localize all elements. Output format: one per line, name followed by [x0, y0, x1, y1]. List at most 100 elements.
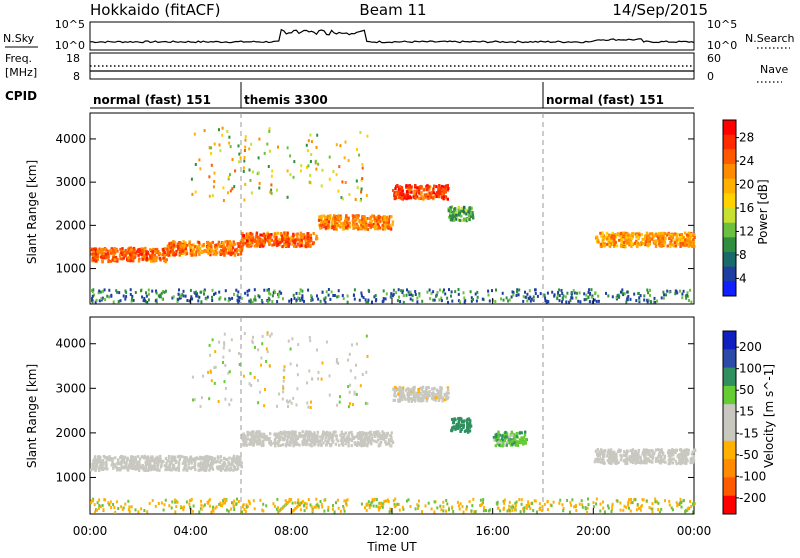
velocity-ground-scatter-cell [496, 506, 499, 510]
power-sparse-echo-cell [293, 160, 296, 164]
velocity-ground-scatter-cell [242, 503, 245, 507]
velocity-echo-cell [601, 449, 604, 453]
velocity-echo-cell [327, 441, 330, 445]
power-echo-cell [275, 242, 278, 246]
power-echo-cell [239, 250, 243, 254]
velocity-ground-scatter-cell [418, 499, 420, 503]
velocity-sparse-echo-cell [347, 385, 350, 389]
velocity-echo-cell [181, 455, 184, 459]
power-echo-cell [607, 243, 611, 247]
power-echo-cell [469, 215, 473, 218]
power-echo-cell [438, 191, 441, 195]
power-echo-cell [325, 220, 328, 224]
velocity-echo-cell [249, 431, 252, 435]
velocity-echo-cell [327, 437, 330, 440]
power-ground-scatter-cell [274, 291, 277, 294]
velocity-ground-scatter-cell [611, 507, 613, 511]
power-ground-scatter-cell [668, 290, 671, 294]
velocity-echo-cell [398, 388, 401, 392]
velocity-echo-cell [147, 459, 151, 463]
velocity-echo-cell [119, 462, 123, 466]
velocity-ground-scatter-cell [102, 507, 105, 511]
power-echo-cell [348, 225, 351, 229]
velocity-echo-cell [668, 455, 671, 459]
velocity-echo-cell [219, 455, 222, 459]
velocity-ground-scatter-cell [417, 506, 419, 510]
beam-label: Beam 11 [359, 1, 426, 19]
power-sparse-echo-cell [328, 177, 331, 181]
velocity-ground-scatter-cell [482, 498, 485, 501]
power-echo-cell [284, 240, 288, 244]
power-echo-cell [266, 231, 269, 235]
power-echo-cell [330, 220, 333, 224]
velocity-echo-cell [494, 444, 497, 448]
velocity-echo-cell [391, 440, 395, 444]
power-echo-cell [599, 231, 602, 235]
velocity-ground-scatter-cell [317, 504, 320, 508]
power-echo-cell [607, 240, 610, 244]
power-ground-scatter-cell [663, 293, 666, 297]
power-echo-cell [663, 243, 666, 246]
velocity-echo-cell [423, 390, 427, 394]
velocity-ground-scatter-cell [171, 500, 174, 504]
power-echo-cell [184, 241, 187, 245]
power-echo-cell [237, 242, 241, 246]
velocity-sparse-echo-cell [288, 399, 291, 403]
power-echo-cell [140, 252, 143, 256]
velocity-echo-cell [636, 452, 639, 456]
velocity-echo-cell [407, 387, 410, 391]
velocity-ground-scatter-cell [245, 503, 248, 507]
power-echo-cell [372, 214, 376, 218]
velocity-echo-cell [219, 458, 223, 462]
velocity-echo-cell [236, 461, 240, 465]
velocity-echo-cell [452, 425, 455, 429]
velocity-sparse-echo-cell [265, 347, 268, 351]
power-ground-scatter-cell [266, 288, 269, 292]
velocity-sparse-echo-cell [208, 343, 211, 347]
power-echo-cell [250, 235, 253, 238]
power-echo-cell [393, 194, 396, 198]
velocity-echo-cell [450, 417, 454, 421]
velocity-ground-scatter-cell [115, 500, 118, 504]
velocity-sparse-echo-cell [259, 390, 262, 394]
power-ground-scatter-cell [469, 290, 472, 294]
velocity-echo-cell [392, 387, 395, 391]
power-ground-scatter-cell [491, 289, 493, 293]
power-sparse-echo-cell [199, 167, 202, 171]
velocity-echo-cell [637, 454, 640, 458]
power-sparse-echo-cell [358, 153, 361, 157]
power-ground-scatter-cell [244, 291, 247, 295]
power-ground-scatter-cell [569, 298, 572, 302]
velocity-echo-cell [494, 438, 498, 442]
velocity-echo-cell [417, 387, 421, 391]
velocity-echo-cell [120, 454, 123, 458]
power-sparse-echo-cell [344, 140, 347, 144]
power-echo-cell [633, 241, 637, 245]
power-sparse-echo-cell [208, 194, 211, 198]
velocity-echo-cell [324, 439, 327, 443]
velocity-echo-cell [611, 456, 614, 460]
power-ground-scatter-cell [534, 288, 536, 292]
velocity-ground-scatter-cell [519, 510, 522, 514]
power-echo-cell [660, 231, 663, 235]
velocity-echo-cell [320, 444, 323, 448]
power-echo-cell [209, 253, 212, 257]
velocity-ground-scatter-cell [109, 500, 112, 504]
velocity-ground-scatter-cell [236, 497, 238, 501]
power-echo-cell [315, 234, 318, 238]
power-echo-cell [107, 258, 110, 262]
power-ground-scatter-cell [299, 299, 302, 302]
power-echo-cell [299, 241, 302, 245]
velocity-echo-cell [667, 462, 670, 466]
velocity-echo-cell [203, 458, 206, 462]
power-echo-cell [644, 234, 647, 238]
power-echo-cell [143, 249, 147, 253]
velocity-echo-cell [345, 436, 349, 440]
power-ground-scatter-cell [159, 295, 162, 299]
velocity-echo-cell [623, 450, 626, 454]
power-sparse-echo-cell [339, 144, 342, 148]
power-sparse-echo-cell [269, 190, 272, 194]
power-echo-cell [400, 197, 404, 200]
power-ground-scatter-cell [237, 295, 240, 299]
power-echo-cell [175, 249, 178, 253]
